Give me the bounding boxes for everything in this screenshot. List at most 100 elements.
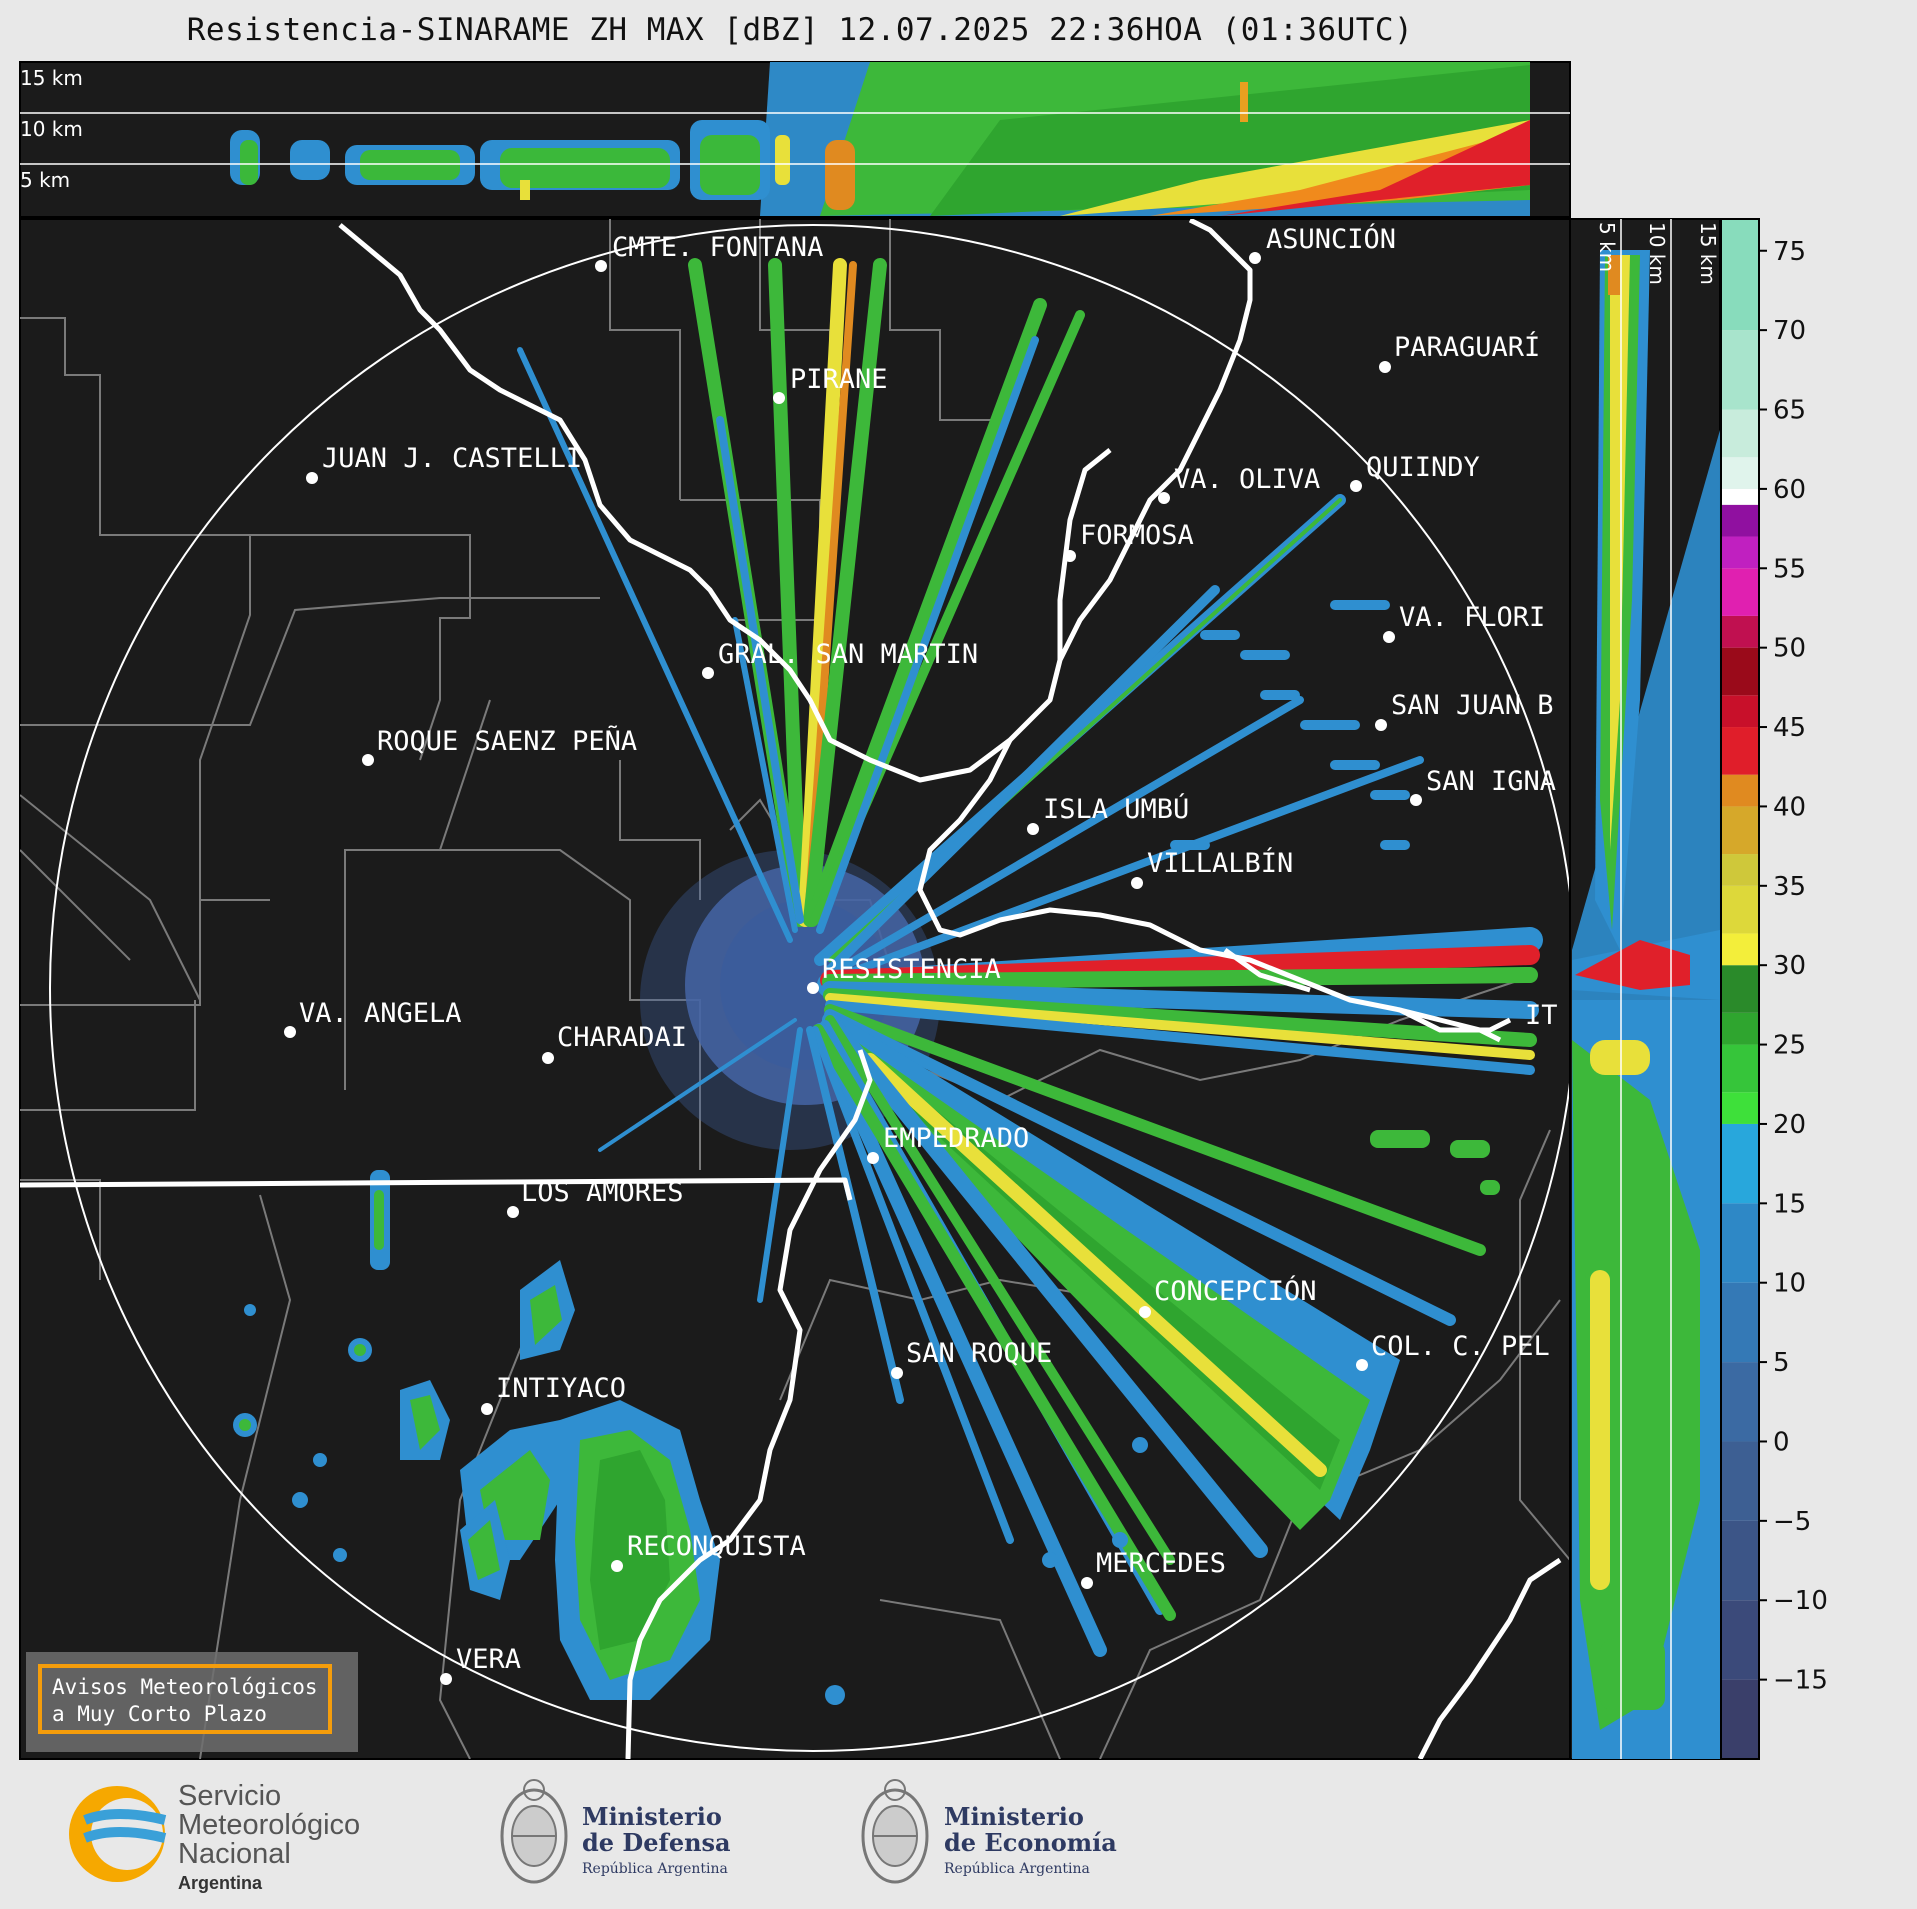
colorbar-tick-label: 50	[1773, 634, 1806, 664]
economia-line-3: República Argentina	[944, 1861, 1090, 1877]
alert-line-2: a Muy Corto Plazo	[52, 1702, 267, 1726]
smn-logo-text: Servicio Meteorológico Nacional Argentin…	[178, 1782, 360, 1898]
city-dot	[1350, 480, 1362, 492]
colorbar-band	[1721, 615, 1759, 648]
colorbar-band	[1721, 1092, 1759, 1124]
colorbar-tick-label: 75	[1773, 237, 1806, 267]
city-dot	[773, 392, 785, 404]
city-dot	[1410, 794, 1422, 806]
colorbar-band	[1721, 885, 1759, 934]
city-label: JUAN J. CASTELLI	[322, 443, 582, 474]
colorbar-band	[1721, 1600, 1759, 1680]
defensa-line-3: República Argentina	[582, 1861, 728, 1877]
colorbar-tick-label: −10	[1773, 1586, 1828, 1616]
colorbar-band	[1721, 965, 1759, 1013]
top-altitude-15: 15 km	[20, 66, 83, 90]
city-label: VA. OLIVA	[1174, 464, 1320, 495]
colorbar-tick-label: 30	[1773, 951, 1806, 981]
right-cross-section-panel: 5 km 10 km 15 km	[1569, 218, 1721, 1760]
city-dot	[807, 982, 819, 994]
colorbar-band	[1721, 219, 1759, 331]
smn-logo-icon	[69, 1786, 167, 1882]
city-label: RESISTENCIA	[822, 954, 1001, 985]
colorbar-band	[1721, 1362, 1759, 1442]
city-label: CONCEPCIÓN	[1154, 1275, 1317, 1307]
city-dot	[362, 754, 374, 766]
city-label: INTIYACO	[496, 1373, 626, 1404]
city-dot	[481, 1403, 493, 1415]
economia-line-1: Ministerio	[944, 1802, 1084, 1831]
colorbar-tick-label: 60	[1773, 475, 1806, 505]
colorbar-band	[1721, 854, 1759, 886]
colorbar-tick-label: 15	[1773, 1189, 1806, 1219]
colorbar-band	[1721, 806, 1759, 855]
city-label: MERCEDES	[1096, 1548, 1226, 1579]
colorbar-tick-label: 0	[1773, 1427, 1790, 1457]
city-dot	[306, 472, 318, 484]
rivers-borders	[20, 219, 1562, 1759]
city-dot	[507, 1206, 519, 1218]
city-label: CMTE. FONTANA	[612, 232, 823, 263]
city-dot	[1139, 1306, 1151, 1318]
city-label: VA. FLORI	[1399, 602, 1545, 633]
city-label: QUIINDY	[1366, 452, 1480, 483]
city-label: EMPEDRADO	[883, 1123, 1029, 1154]
city-label: ROQUE SAENZ PEÑA	[377, 725, 637, 757]
colorbar-band	[1721, 488, 1759, 505]
colorbar-tick-label: −5	[1773, 1507, 1811, 1537]
city-dot	[1383, 631, 1395, 643]
colorbar-band	[1721, 774, 1759, 807]
defensa-logo-text: Ministerio de Defensa República Argentin…	[582, 1804, 731, 1882]
colorbar-band	[1721, 1282, 1759, 1363]
smn-line-4: Argentina	[178, 1873, 263, 1893]
colorbar-band	[1721, 1123, 1759, 1204]
top-altitude-10: 10 km	[20, 117, 83, 141]
colorbar-tick-label: 35	[1773, 872, 1806, 902]
colorbar-band	[1721, 1441, 1759, 1521]
economia-logo-text: Ministerio de Economía República Argenti…	[944, 1804, 1117, 1882]
city-dot	[891, 1367, 903, 1379]
argentina-seal-icon	[500, 1779, 568, 1884]
economia-line-2: de Economía	[944, 1828, 1117, 1857]
colorbar-band	[1721, 727, 1759, 775]
city-label: SAN ROQUE	[906, 1338, 1052, 1369]
colorbar-tick-label: 5	[1773, 1348, 1790, 1378]
top-cross-section-panel: 15 km 10 km 5 km	[19, 61, 1571, 218]
defensa-line-1: Ministerio	[582, 1802, 722, 1831]
city-dot	[1249, 252, 1261, 264]
city-label: SAN IGNA	[1426, 766, 1556, 797]
colorbar-band	[1721, 1520, 1759, 1601]
colorbar-tick-label: 20	[1773, 1110, 1806, 1140]
city-dot	[1064, 550, 1076, 562]
smn-line-1: Servicio	[178, 1780, 282, 1812]
right-altitude-15: 15 km	[1696, 222, 1720, 285]
city-dot	[867, 1152, 879, 1164]
colorbar-tick-label: 40	[1773, 792, 1806, 822]
city-dot	[1131, 877, 1143, 889]
city-dot	[1081, 1577, 1093, 1589]
city-label: VA. ANGELA	[299, 998, 462, 1029]
colorbar-band	[1721, 457, 1759, 489]
defensa-line-2: de Defensa	[582, 1828, 731, 1857]
city-label: PIRANE	[790, 364, 888, 395]
map-title: Resistencia-SINARAME ZH MAX [dBZ] 12.07.…	[186, 12, 1414, 48]
colorbar-tick-label: 45	[1773, 713, 1806, 743]
city-label: ASUNCIÓN	[1266, 223, 1396, 255]
colorbar-tick-label: 55	[1773, 554, 1806, 584]
radar-echoes	[233, 258, 1543, 1705]
city-dot	[1379, 361, 1391, 373]
city-markers: CMTE. FONTANA ASUNCIÓN PARAGUARÍ PIRANE …	[284, 223, 1558, 1685]
colorbar-band	[1721, 568, 1759, 616]
right-altitude-5: 5 km	[1595, 222, 1619, 272]
colorbar-tick-label: 65	[1773, 396, 1806, 426]
city-dot	[702, 667, 714, 679]
city-dot	[611, 1560, 623, 1572]
colorbar-band	[1721, 330, 1759, 410]
range-ring	[49, 224, 1570, 1752]
city-label: PARAGUARÍ	[1394, 331, 1540, 363]
colorbar-band	[1721, 1203, 1759, 1283]
colorbar-band	[1721, 536, 1759, 569]
main-radar-map: CMTE. FONTANA ASUNCIÓN PARAGUARÍ PIRANE …	[19, 218, 1571, 1760]
city-label: COL. C. PEL	[1371, 1331, 1550, 1362]
colorbar-band	[1721, 1044, 1759, 1093]
